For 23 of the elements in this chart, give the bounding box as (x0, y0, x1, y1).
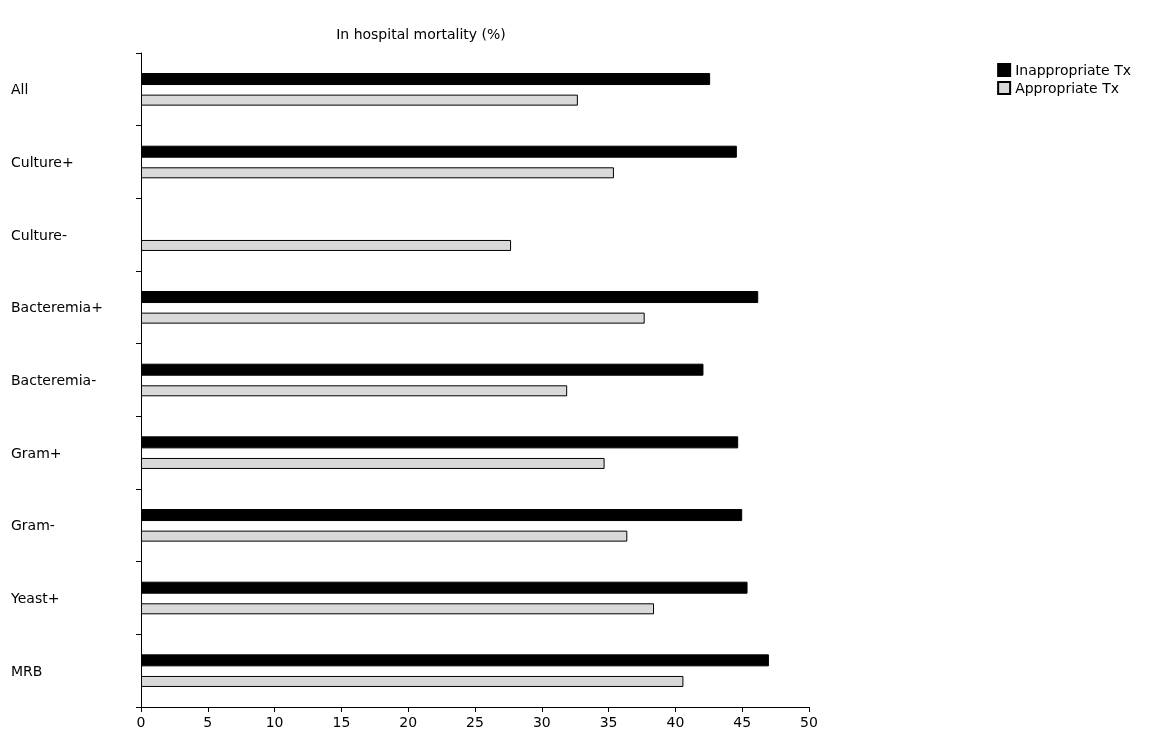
chart-title: In hospital mortality (%) (336, 26, 506, 42)
y-tick-label: Gram+ (11, 444, 62, 461)
x-tick-label: 35 (599, 714, 618, 730)
x-tick-label: 25 (466, 714, 484, 730)
legend-label: Inappropriate Tx (1015, 62, 1132, 78)
y-tick-label: Culture- (11, 226, 68, 243)
x-tick-label: 30 (532, 714, 551, 730)
x-tick-label: 20 (399, 714, 418, 730)
y-tick-label: Gram- (11, 517, 55, 534)
y-tick-label: MRB (11, 662, 43, 679)
x-tick-label: 15 (332, 714, 351, 730)
y-tick-label: Yeast+ (10, 590, 60, 606)
x-tick-label: 5 (203, 714, 213, 730)
x-tick-label: 40 (666, 714, 685, 730)
x-tick-label: 50 (800, 714, 818, 730)
y-tick-label: Bacteremia+ (11, 299, 103, 316)
legend-label: Appropriate Tx (1015, 80, 1120, 96)
x-tick-label: 45 (733, 714, 752, 730)
y-tick-label: All (11, 81, 29, 98)
y-tick-label: Bacteremia- (11, 372, 97, 388)
y-tick-label: Culture+ (11, 154, 74, 170)
x-tick-label: 0 (136, 714, 146, 730)
x-tick-label: 10 (265, 714, 284, 730)
